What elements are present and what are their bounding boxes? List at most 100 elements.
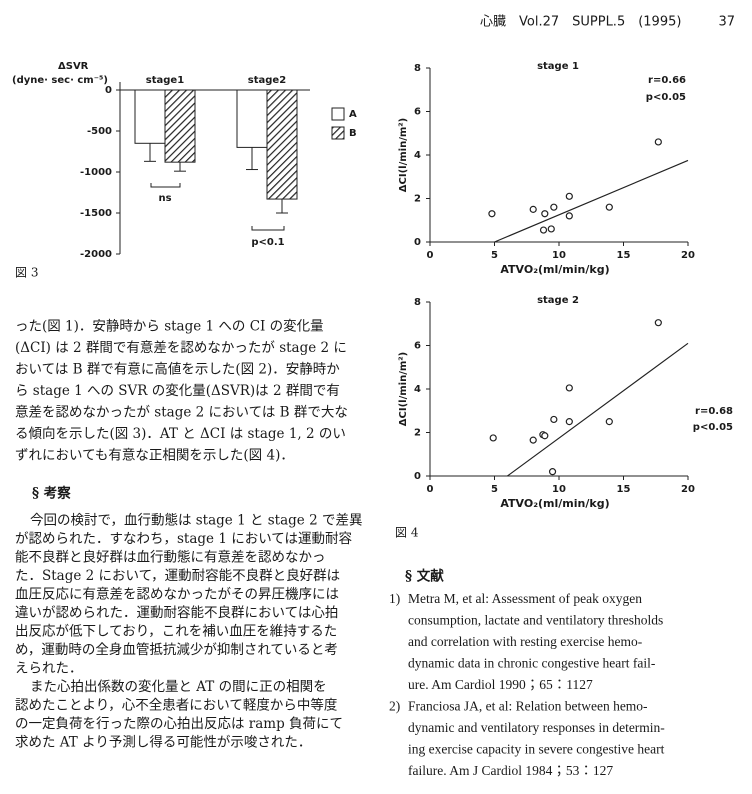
x-tick-label: 0 xyxy=(427,250,434,261)
body-line: ら stage 1 への SVR の変化量(ΔSVR)は 2 群間で有 xyxy=(15,383,340,399)
x-axis-title: ATVO₂(ml/min/kg) xyxy=(500,263,609,276)
bar xyxy=(164,89,196,163)
y-axis-title: ΔCI(l/min/m²) xyxy=(398,118,409,192)
data-point xyxy=(654,319,662,327)
y-tick-label: -1500 xyxy=(80,208,112,219)
y-tick-label: 6 xyxy=(414,107,421,118)
category-label: stage1 xyxy=(146,75,184,86)
data-point xyxy=(548,468,557,476)
data-point xyxy=(488,210,496,218)
data-point xyxy=(565,418,573,426)
reference-line: dynamic data in chronic congestive heart… xyxy=(408,656,656,671)
body-line: おいては B 群で有意に高値を示した(図 2)．安静時か xyxy=(15,361,340,378)
body-line: 認めたことより，心不全患者において軽度から中等度 xyxy=(15,697,337,714)
body-line: 求めた AT より予測し得る可能性が示唆された． xyxy=(15,734,311,751)
x-tick-label: 0 xyxy=(427,484,434,495)
y-axis-unit: (dyne· sec· cm⁻⁵) xyxy=(12,75,108,86)
body-line: る傾向を示した(図 3)．AT と ΔCI は stage 1, 2 のい xyxy=(15,426,346,442)
y-tick-label: 0 xyxy=(414,237,421,248)
bar xyxy=(236,89,268,148)
body-line: が認められた．すなわち，stage 1 においては運動耐容 xyxy=(15,530,353,547)
y-axis-title: ΔCI(l/min/m²) xyxy=(398,352,409,426)
annotation: ns xyxy=(158,193,171,204)
annotation: r=0.66 xyxy=(648,75,686,86)
reference-line: consumption, lactate and ventilatory thr… xyxy=(408,613,663,628)
data-point xyxy=(550,203,558,211)
y-tick-label: 0 xyxy=(105,85,112,96)
data-point xyxy=(565,384,573,392)
reference-line: ing exercise capacity in severe congesti… xyxy=(408,742,665,757)
reference-number: 1) xyxy=(389,591,400,606)
data-point xyxy=(605,203,613,211)
body-line: 血圧反応に有意差を認めなかったがその昇圧機序には xyxy=(15,587,339,603)
body-line: め，運動時の全身血管抵抗減少が抑制されていると考 xyxy=(15,641,338,658)
y-tick-label: 4 xyxy=(414,150,421,161)
section-heading: § 考察 xyxy=(32,485,71,502)
bracket xyxy=(150,183,181,188)
reference-line: Metra M, et al: Assessment of peak oxyge… xyxy=(408,591,642,606)
x-tick-label: 20 xyxy=(681,484,695,495)
y-axis-title: ΔSVR xyxy=(58,61,89,72)
body-line: 今回の検討で，血行動態は stage 1 と stage 2 で差異 xyxy=(30,513,362,529)
reference-line: Franciosa JA, et al: Relation between he… xyxy=(408,699,648,714)
reference-number: 2) xyxy=(389,699,400,714)
body-line: た．Stage 2 において，運動耐容能不良群と良好群は xyxy=(15,567,340,584)
reference-line: and correlation with resting exercise he… xyxy=(408,634,643,649)
x-tick-label: 10 xyxy=(552,484,566,495)
y-tick-label: -1000 xyxy=(80,167,112,178)
body-line: ずれにおいても有意な正相関を示した(図 4)． xyxy=(15,448,294,464)
body-line: 出反応が低下しており，これを補い血圧を維持するた xyxy=(15,624,337,640)
data-point xyxy=(565,212,573,220)
y-tick-label: 4 xyxy=(414,384,421,395)
legend-swatch xyxy=(331,107,345,121)
y-tick-label: 8 xyxy=(414,297,421,308)
y-tick-label: 2 xyxy=(414,428,421,439)
x-axis-title: ATVO₂(ml/min/kg) xyxy=(500,497,609,510)
reference-line: dynamic and ventilatory responses in det… xyxy=(408,720,665,735)
regression-line xyxy=(494,159,689,243)
legend-label: A xyxy=(349,109,357,120)
bracket xyxy=(251,226,285,231)
annotation: r=0.68 xyxy=(695,406,733,417)
body-line: 違いが認められた．運動耐容能不良群においては心拍 xyxy=(15,604,338,621)
data-point xyxy=(489,434,497,442)
y-tick-label: 0 xyxy=(414,471,421,482)
reference-line: failure. Am J Cardiol 1984；53：127 xyxy=(408,763,613,778)
chart-title: stage 2 xyxy=(537,295,579,306)
body-line: また心拍出係数の変化量と AT の間に正の相関を xyxy=(30,679,327,695)
x-tick-label: 15 xyxy=(617,250,631,261)
legend-swatch xyxy=(331,126,345,140)
data-point xyxy=(529,205,537,213)
figure-caption: 図 4 xyxy=(395,526,419,540)
data-point xyxy=(547,225,555,233)
bar xyxy=(266,89,298,200)
y-tick-label: -2000 xyxy=(80,249,112,260)
data-point xyxy=(605,418,613,426)
y-tick-label: -500 xyxy=(87,126,112,137)
data-point xyxy=(654,138,662,146)
x-tick-label: 5 xyxy=(491,250,498,261)
section-heading: § 文献 xyxy=(405,568,444,585)
body-line: (ΔCI) は 2 群間で有意差を認めなかったが stage 2 に xyxy=(15,340,347,356)
body-line: 意差を認めなかったが stage 2 においては B 群で大な xyxy=(15,405,348,421)
annotation: p<0.1 xyxy=(251,237,284,248)
data-point xyxy=(529,436,537,444)
annotation: p<0.05 xyxy=(693,422,733,433)
body-line: った(図 1)．安静時から stage 1 への CI の変化量 xyxy=(15,319,324,335)
x-tick-label: 15 xyxy=(617,484,631,495)
running-header: 心臓 Vol.27 SUPPL.5 (1995) xyxy=(480,15,681,30)
chart-title: stage 1 xyxy=(537,61,579,72)
y-tick-label: 2 xyxy=(414,194,421,205)
data-point xyxy=(541,210,549,218)
x-tick-label: 20 xyxy=(681,250,695,261)
category-label: stage2 xyxy=(248,75,286,86)
data-point xyxy=(541,432,549,440)
body-line: 能不良群と良好群は血行動態に有意差を認めなかっ xyxy=(15,550,326,566)
regression-line xyxy=(507,342,689,477)
bar xyxy=(134,89,166,144)
body-line: の一定負荷を行った際の心拍出反応は ramp 負荷にて xyxy=(15,716,343,732)
data-point xyxy=(550,415,558,424)
data-point xyxy=(565,192,573,200)
